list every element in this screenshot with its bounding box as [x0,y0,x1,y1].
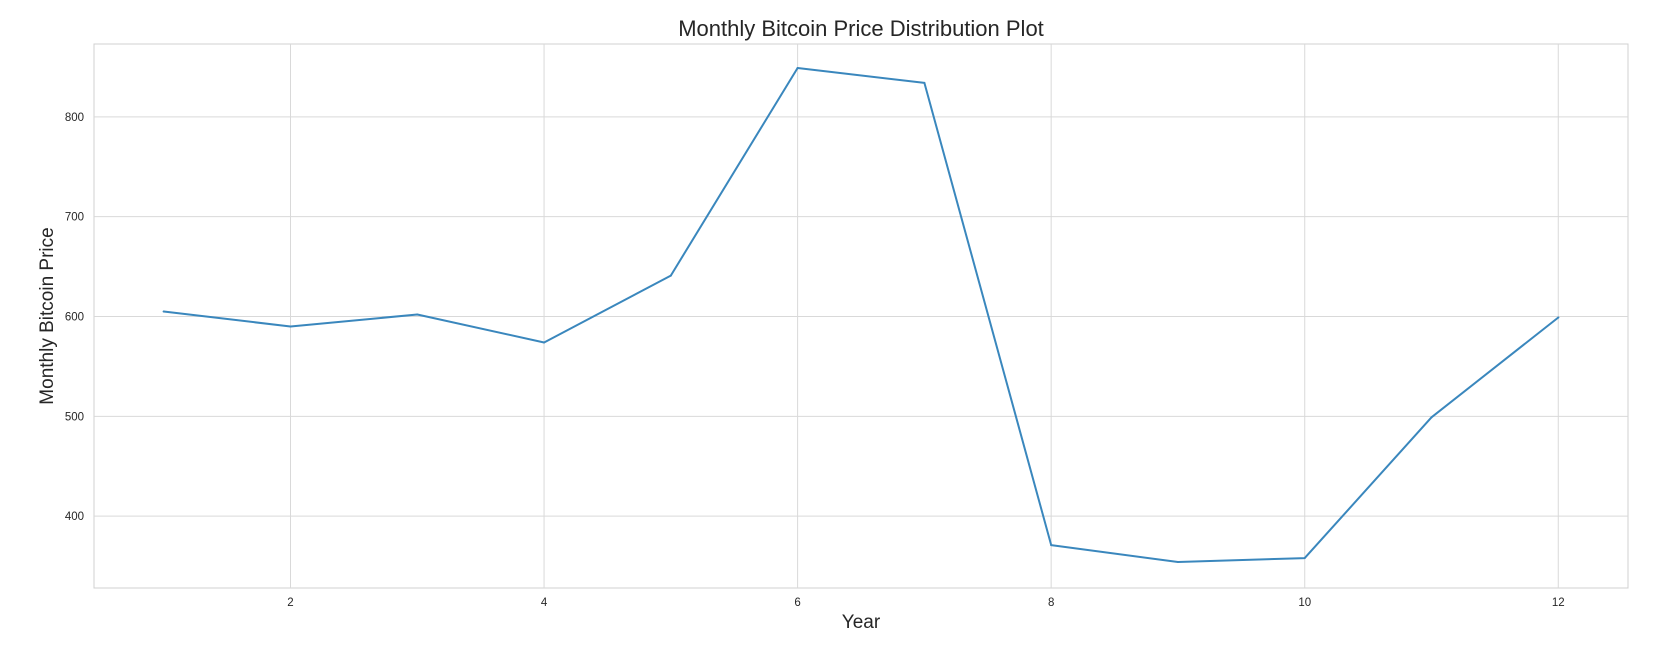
data-point [1430,416,1433,419]
data-point [289,325,292,328]
data-point [796,66,799,69]
y-tick-label: 800 [65,112,84,124]
x-tick-label: 8 [1048,597,1054,609]
grid-lines [94,44,1628,588]
data-point [1303,557,1306,560]
data-point [1050,544,1053,547]
data-point [416,313,419,316]
data-point [162,310,165,313]
series-line [162,67,1560,563]
data-point [543,341,546,344]
series-layer [162,66,1560,564]
tick-labels: 2 4 6 8 10 12 400 500 600 700 800 [65,112,1565,609]
chart-title: Monthly Bitcoin Price Distribution Plot [678,16,1044,41]
x-axis-label: Year [842,612,881,633]
x-tick-label: 6 [794,597,800,609]
data-point [1557,316,1560,319]
x-tick-label: 12 [1552,597,1565,609]
y-tick-label: 500 [65,411,84,423]
data-point [1176,561,1179,564]
y-tick-label: 400 [65,511,84,523]
y-axis-label: Monthly Bitcoin Price [37,227,58,404]
y-tick-label: 700 [65,212,84,224]
x-tick-label: 10 [1298,597,1311,609]
x-tick-label: 2 [287,597,293,609]
data-point [669,274,672,277]
x-tick-label: 4 [541,597,548,609]
data-point [923,81,926,84]
y-tick-label: 600 [65,311,84,323]
